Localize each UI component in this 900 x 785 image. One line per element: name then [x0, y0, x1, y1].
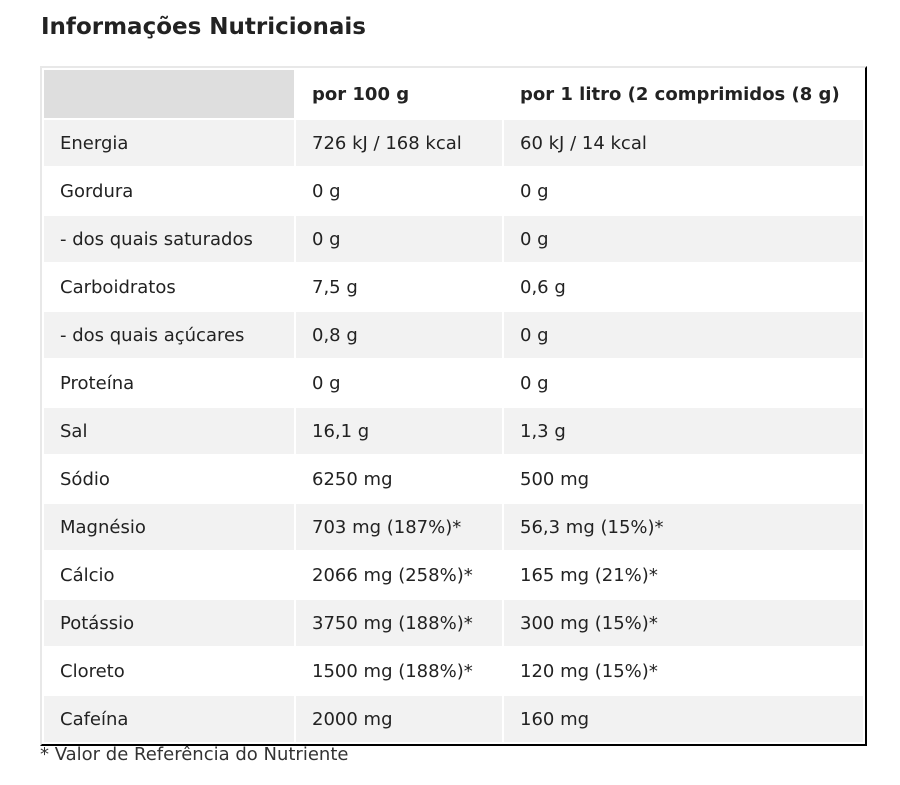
header-per-liter: por 1 litro (2 comprimidos (8 g): [520, 83, 840, 105]
value-per-100g: 703 mg (187%)*: [296, 504, 502, 550]
nutrient-name: Gordura: [60, 180, 134, 202]
table-header-row: por 100 g por 1 litro (2 comprimidos (8 …: [44, 70, 863, 118]
nutrient-name: Magnésio: [44, 504, 294, 550]
value-per-liter: 500 mg: [520, 468, 590, 490]
value-per-100g: 3750 mg (188%)*: [296, 600, 502, 646]
footnote: * Valor de Referência do Nutriente: [40, 744, 349, 765]
header-per-100g: por 100 g: [312, 83, 410, 105]
value-per-100g: 0 g: [296, 216, 502, 262]
table-row: Energia 726 kJ / 168 kcal 60 kJ / 14 kcal: [44, 120, 863, 166]
table-row: Cálcio 2066 mg (258%)* 165 mg (21%)*: [44, 552, 863, 598]
value-per-100g: 2066 mg (258%)*: [312, 564, 473, 586]
value-per-liter: 165 mg (21%)*: [520, 564, 658, 586]
value-per-liter: 56,3 mg (15%)*: [504, 504, 863, 550]
table-row: Gordura 0 g 0 g: [44, 168, 863, 214]
value-per-liter: 60 kJ / 14 kcal: [504, 120, 863, 166]
value-per-100g: 16,1 g: [296, 408, 502, 454]
value-per-liter: 0 g: [520, 180, 549, 202]
nutrient-name: Cloreto: [60, 660, 125, 682]
nutrient-name: Cálcio: [60, 564, 115, 586]
value-per-liter: 1,3 g: [504, 408, 863, 454]
nutrient-name: Cafeína: [44, 696, 294, 742]
value-per-liter: 160 mg: [504, 696, 863, 742]
value-per-100g: 0,8 g: [296, 312, 502, 358]
value-per-100g: 1500 mg (188%)*: [312, 660, 473, 682]
value-per-100g: 0 g: [312, 180, 341, 202]
table-row: Sal 16,1 g 1,3 g: [44, 408, 863, 454]
value-per-liter: 0 g: [520, 372, 549, 394]
table-row: Cafeína 2000 mg 160 mg: [44, 696, 863, 742]
table-row: Potássio 3750 mg (188%)* 300 mg (15%)*: [44, 600, 863, 646]
value-per-liter: 0,6 g: [520, 276, 566, 298]
value-per-100g: 7,5 g: [312, 276, 358, 298]
nutrient-name: Sal: [44, 408, 294, 454]
value-per-liter: 0 g: [504, 312, 863, 358]
value-per-liter: 0 g: [504, 216, 863, 262]
table-row: Cloreto 1500 mg (188%)* 120 mg (15%)*: [44, 648, 863, 694]
value-per-liter: 120 mg (15%)*: [520, 660, 658, 682]
value-per-100g: 726 kJ / 168 kcal: [296, 120, 502, 166]
nutrient-name: - dos quais saturados: [44, 216, 294, 262]
nutrient-name: Proteína: [60, 372, 135, 394]
nutrient-name: - dos quais açúcares: [44, 312, 294, 358]
table-row: Sódio 6250 mg 500 mg: [44, 456, 863, 502]
nutrition-table: por 100 g por 1 litro (2 comprimidos (8 …: [40, 66, 867, 746]
table-row: Magnésio 703 mg (187%)* 56,3 mg (15%)*: [44, 504, 863, 550]
page-title: Informações Nutricionais: [41, 14, 366, 40]
table-row: Proteína 0 g 0 g: [44, 360, 863, 406]
value-per-100g: 6250 mg: [312, 468, 393, 490]
header-blank: [44, 70, 294, 118]
value-per-100g: 2000 mg: [296, 696, 502, 742]
value-per-liter: 300 mg (15%)*: [504, 600, 863, 646]
nutrient-name: Potássio: [44, 600, 294, 646]
value-per-100g: 0 g: [312, 372, 341, 394]
nutrient-name: Carboidratos: [60, 276, 176, 298]
nutrient-name: Energia: [44, 120, 294, 166]
nutrient-name: Sódio: [60, 468, 110, 490]
table-row: Carboidratos 7,5 g 0,6 g: [44, 264, 863, 310]
